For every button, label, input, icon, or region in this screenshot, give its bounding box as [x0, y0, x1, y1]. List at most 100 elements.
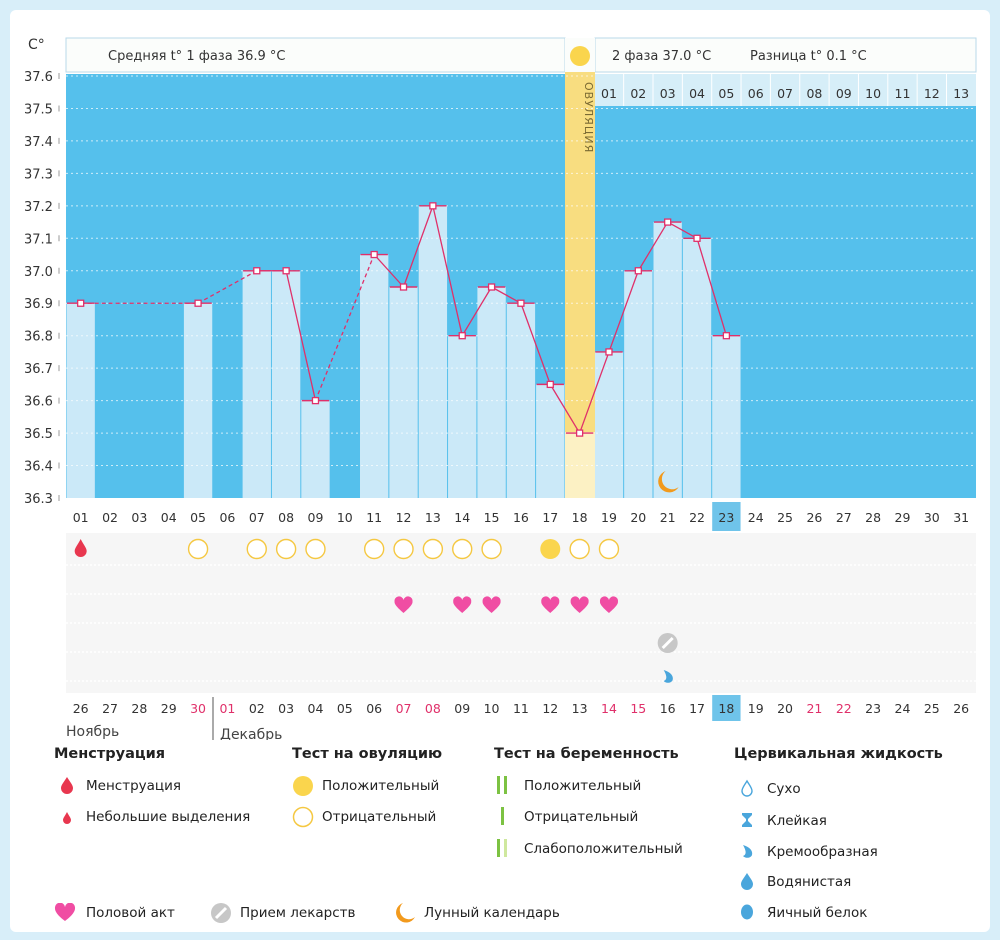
date-label: 10: [484, 701, 500, 716]
dry-icon: [740, 779, 754, 801]
temp-line-segment: [491, 286, 522, 304]
temperature-chart: C° Средняя t° 1 фаза 36.9 °C 2 фаза 37.0…: [24, 37, 977, 740]
creamy-fluid-marker: [663, 670, 673, 683]
phase2-day-label: 12: [924, 86, 940, 101]
ovulation-negative-icon: [292, 806, 314, 832]
temp-bar-14: [448, 335, 477, 498]
temp-line-segment: [373, 254, 405, 288]
x-day-label: 31: [953, 510, 969, 525]
x-day-label: 09: [308, 510, 324, 525]
temp-bar-12: [389, 287, 418, 498]
temp-bar-13: [418, 205, 448, 498]
phase2-day-label: 06: [748, 86, 764, 101]
temp-point-22: [693, 234, 701, 242]
temp-point-17: [546, 380, 554, 389]
month-december: Декабрь: [220, 727, 282, 740]
temp-bar-20: [624, 270, 653, 498]
phase2-average: 2 фаза 37.0 °C: [612, 49, 711, 64]
x-axis-days: 01 02 03 04 05 06 07 08 09 10 11 12 13 14 15 16 17 18 19 20…: [73, 502, 969, 531]
date-label: 07: [396, 701, 412, 716]
ovulation-test-negative: [187, 538, 209, 560]
date-label: 24: [895, 701, 911, 716]
date-label: 09: [454, 701, 470, 716]
legend-ovulation-test-title: Тест на овуляцию: [292, 746, 443, 762]
light-spotting-icon: [62, 810, 72, 829]
temp-point-07: [253, 267, 261, 275]
phase2-day-label: 11: [895, 86, 911, 101]
x-day-label: 10: [337, 510, 353, 525]
today-date-highlight: [712, 695, 741, 721]
date-label: 17: [689, 701, 705, 716]
temp-point-18: [575, 429, 584, 437]
date-label: 29: [161, 701, 177, 716]
date-label: 21: [806, 701, 822, 716]
temp-point-21: [664, 218, 672, 226]
medication-icon: [210, 902, 232, 928]
x-day-label: 01: [73, 510, 89, 525]
date-label: 06: [366, 701, 382, 716]
temp-line-segment: [285, 270, 317, 401]
y-tick-label: 36.4: [24, 460, 53, 475]
ovulation-test-negative: [452, 538, 473, 560]
temp-line-segment: [579, 351, 610, 434]
ovulation-band-lower: [565, 432, 595, 498]
x-day-label: 29: [895, 510, 911, 525]
date-label: 30: [190, 701, 206, 716]
phase2-day-label: 03: [660, 86, 676, 101]
watery-icon: [740, 872, 754, 894]
temp-point-19: [605, 348, 613, 356]
x-day-label: 18: [572, 510, 588, 525]
x-day-label: 22: [689, 510, 705, 525]
temperature-points: [67, 202, 741, 437]
temp-point-09: [311, 396, 320, 405]
x-day-label: 12: [396, 510, 412, 525]
temp-bar-15: [477, 287, 506, 498]
egg-white-icon: [740, 903, 754, 925]
date-label: 13: [572, 701, 588, 716]
y-tick-label: 37.5: [24, 102, 53, 117]
temp-line-segment: [314, 254, 375, 401]
intercourse-heart: [570, 596, 589, 613]
temp-point-11: [370, 250, 378, 259]
date-label: 20: [777, 701, 793, 716]
legend-egg-white: Яичный белок: [767, 905, 868, 921]
phase2-day-row: 01 02 03 04 05 06 07 08 09 10 11 12 13: [595, 74, 976, 106]
ovulation-positive-icon: [292, 775, 314, 801]
today-highlight: [712, 502, 741, 531]
temp-bar-17: [536, 384, 565, 498]
temp-bar-08: [271, 270, 301, 498]
x-day-label: 28: [865, 510, 881, 525]
x-day-label: 02: [102, 510, 118, 525]
date-label: 16: [660, 701, 676, 716]
temp-line-segment: [461, 286, 493, 337]
legend-menstruation: Менструация: [86, 778, 181, 794]
x-day-label: 04: [161, 510, 177, 525]
x-day-label: 08: [278, 510, 294, 525]
phase2-day-label: 05: [718, 86, 734, 101]
ovulation-test-negative: [246, 538, 267, 560]
intercourse-heart: [482, 596, 501, 613]
pregnancy-weak-icon: [496, 839, 510, 861]
phase2-day-label: 09: [836, 86, 852, 101]
y-tick-label: 37.6: [24, 70, 53, 85]
x-day-label: 05: [190, 510, 206, 525]
date-label: 03: [278, 701, 294, 716]
ovulation-test-positive: [540, 539, 561, 559]
temp-bar-07: [242, 270, 271, 498]
ovulation-test-negative: [363, 538, 385, 560]
temp-line-segment: [520, 303, 551, 385]
legend-intercourse: Половой акт: [86, 905, 175, 921]
phase2-day-label: 04: [689, 86, 705, 101]
marker-area-bg: [66, 533, 976, 693]
phase2-day-label: 10: [865, 86, 881, 101]
temperature-line: [80, 205, 727, 434]
phase2-day-label: 07: [777, 86, 793, 101]
temp-bar-11: [360, 254, 389, 498]
grid-lines: [66, 75, 976, 467]
moon-icon: [394, 900, 418, 928]
legend-sticky: Клейкая: [767, 813, 827, 829]
temp-point-16: [517, 299, 525, 307]
temp-line-segment: [696, 238, 727, 336]
date-label: 23: [865, 701, 881, 716]
legend-moon-calendar: Лунный календарь: [424, 905, 560, 921]
